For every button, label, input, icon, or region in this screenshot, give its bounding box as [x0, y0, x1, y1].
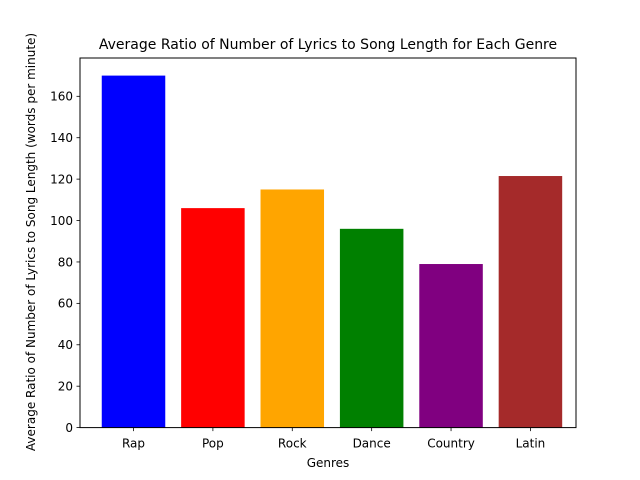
y-tick-label: 60 — [58, 297, 73, 311]
y-tick-label: 80 — [58, 255, 73, 269]
y-tick-label: 40 — [58, 338, 73, 352]
bar-dance — [339, 228, 404, 428]
y-axis-ticks: 0 20 40 60 80 100 120 140 160 — [50, 90, 80, 435]
bar-country — [419, 264, 483, 428]
x-tick-label-rock: Rock — [278, 437, 307, 451]
x-tick-label-pop: Pop — [202, 437, 224, 451]
x-axis-ticks: Rap Pop Rock Dance Country Latin — [122, 427, 546, 451]
y-tick-label: 140 — [50, 131, 73, 145]
y-tick-label: 20 — [58, 379, 73, 393]
x-tick-label-dance: Dance — [353, 437, 391, 451]
y-tick-label: 100 — [50, 214, 73, 228]
bar-pop — [181, 208, 245, 428]
bar-rock — [260, 189, 325, 428]
plot-frame — [79, 57, 577, 429]
chart-title: Average Ratio of Number of Lyrics to Son… — [99, 37, 557, 53]
bars-group — [101, 75, 563, 428]
y-tick-label: 120 — [50, 172, 73, 186]
x-tick-label-latin: Latin — [516, 437, 546, 451]
y-tick-label: 0 — [65, 421, 73, 435]
y-axis-label: Average Ratio of Number of Lyrics to Son… — [24, 33, 38, 451]
x-axis-label: Genres — [307, 456, 350, 470]
bar-latin — [498, 176, 563, 428]
bar-rap — [101, 75, 166, 428]
x-tick-label-country: Country — [427, 437, 475, 451]
x-tick-label-rap: Rap — [122, 437, 145, 451]
y-tick-label: 160 — [50, 90, 73, 104]
